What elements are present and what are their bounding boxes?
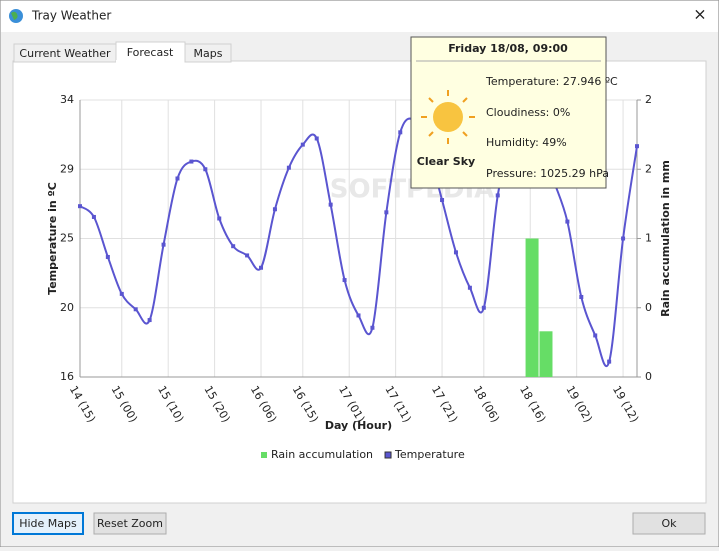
- point: [105, 254, 110, 259]
- tab-join: [116, 60, 185, 63]
- point: [78, 204, 82, 209]
- point: [579, 294, 584, 299]
- tab[interactable]: [184, 43, 232, 63]
- point: [453, 250, 458, 255]
- point: [272, 207, 277, 212]
- y2-axis-title: Rain accumulation in mm: [659, 160, 672, 317]
- button-label[interactable]: Ok: [661, 517, 677, 530]
- window-title: Tray Weather: [31, 9, 111, 23]
- point: [342, 278, 347, 283]
- y2-tick-label: 2: [645, 162, 652, 175]
- y-tick-label: 16: [60, 370, 74, 383]
- legend-swatch: [261, 452, 267, 458]
- sky-label: Clear Sky: [417, 155, 475, 168]
- point: [259, 265, 264, 270]
- point: [398, 130, 403, 135]
- point: [203, 167, 208, 172]
- legend-label: Temperature: [394, 448, 465, 461]
- point: [300, 142, 305, 147]
- legend-label: Rain accumulation: [271, 448, 373, 461]
- tab-label[interactable]: Current Weather: [19, 47, 111, 60]
- point: [245, 253, 250, 258]
- point: [217, 216, 222, 221]
- point: [356, 313, 361, 318]
- y2-tick-label: 0: [645, 370, 652, 383]
- tooltip: Friday 18/08, 09:00 Clear Sky Temperatur…: [410, 36, 618, 189]
- point: [635, 144, 639, 149]
- point: [119, 291, 124, 296]
- button-label[interactable]: Hide Maps: [19, 517, 77, 530]
- point: [495, 193, 500, 198]
- tooltip-line: Humidity: 49%: [486, 136, 567, 149]
- point: [133, 307, 138, 312]
- point: [161, 242, 166, 247]
- button-label[interactable]: Reset Zoom: [97, 517, 163, 530]
- bar: [525, 238, 539, 377]
- app-icon-land: [11, 11, 18, 20]
- point: [328, 202, 333, 207]
- button[interactable]: [12, 512, 84, 535]
- tab-label[interactable]: Maps: [194, 47, 223, 60]
- sun-rays: [421, 90, 475, 144]
- point: [189, 159, 194, 164]
- point: [175, 176, 180, 181]
- sun-icon: [433, 102, 463, 132]
- y-tick-label: 29: [60, 162, 74, 175]
- y-axis-title: Temperature in ºC: [46, 182, 59, 295]
- y2-tick-label: 0: [645, 301, 652, 314]
- point: [481, 305, 486, 310]
- tooltip-line: Temperature: 27.946 ºC: [485, 75, 618, 88]
- point: [467, 285, 472, 290]
- point: [384, 210, 389, 215]
- point: [231, 244, 236, 249]
- point: [440, 198, 445, 203]
- point: [621, 236, 626, 241]
- button[interactable]: [93, 512, 167, 535]
- tab-label[interactable]: Forecast: [127, 46, 174, 59]
- point: [147, 318, 152, 323]
- point: [370, 325, 375, 330]
- tooltip-line: Pressure: 1025.29 hPa: [486, 167, 609, 180]
- y2-tick-label: 2: [645, 93, 652, 106]
- tooltip-header: Friday 18/08, 09:00: [448, 42, 568, 55]
- bar: [539, 331, 553, 377]
- point: [314, 136, 319, 141]
- y2-tick-label: 1: [645, 232, 652, 245]
- point: [91, 214, 96, 219]
- point: [593, 333, 598, 338]
- legend-swatch: [384, 451, 392, 459]
- tooltip-line: Cloudiness: 0%: [486, 106, 570, 119]
- point: [286, 165, 291, 170]
- y-tick-label: 25: [60, 232, 74, 245]
- title-bar: [1, 1, 718, 32]
- y-tick-label: 34: [60, 93, 74, 106]
- button[interactable]: [632, 512, 706, 535]
- point: [607, 359, 612, 364]
- x-axis-title: Day (Hour): [325, 419, 392, 432]
- point: [565, 219, 570, 224]
- close-button[interactable]: ×: [693, 5, 706, 24]
- y-tick-label: 20: [60, 301, 74, 314]
